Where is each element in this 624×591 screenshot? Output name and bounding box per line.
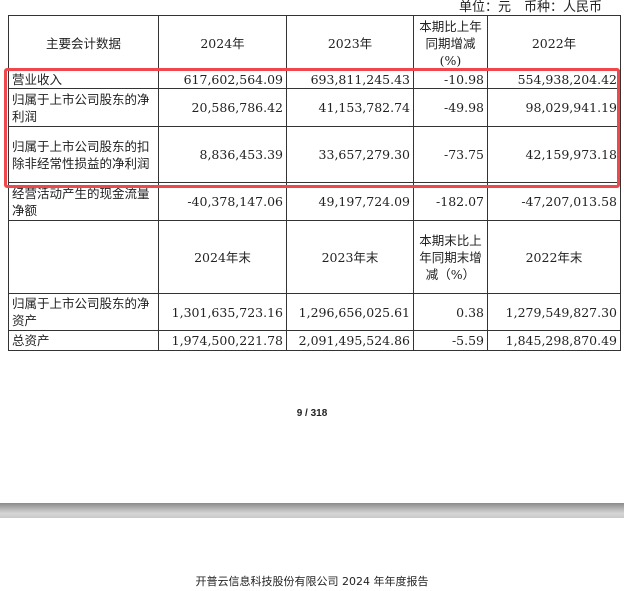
table-row: 总资产 1,974,500,221.78 2,091,495,524.86 -5… <box>8 330 621 351</box>
cell-value: 49,197,724.09 <box>286 182 414 221</box>
highlight-box <box>4 68 620 188</box>
header-cell: 2024年 <box>158 15 287 71</box>
unit-currency-note: 单位：元 币种：人民币 <box>458 0 602 15</box>
row-label: 总资产 <box>8 330 159 351</box>
header-cell: 2023年 <box>286 15 414 71</box>
header-cell: 本期比上年同期增减(%) <box>413 15 488 71</box>
header-cell: 2022年 <box>487 15 621 71</box>
page-separator <box>0 503 624 518</box>
table-row: 经营活动产生的现金流量净额 -40,378,147.06 49,197,724.… <box>8 182 621 221</box>
cell-value: -5.59 <box>413 330 488 351</box>
cell-value: 1,296,656,025.61 <box>286 293 414 331</box>
page-footer: 开普云信息科技股份有限公司 2024 年年度报告 <box>195 575 429 588</box>
row-label: 营业收入 <box>8 70 159 89</box>
cell-value: 0.38 <box>413 293 488 331</box>
cell-value: 554,938,204.42 <box>487 70 621 89</box>
cell-value: 98,029,941.19 <box>487 88 621 127</box>
row-label: 经营活动产生的现金流量净额 <box>8 182 159 221</box>
cell-value: -40,378,147.06 <box>158 182 287 221</box>
row-label: 归属于上市公司股东的净资产 <box>8 293 159 331</box>
table-subheader-row: 2024年末 2023年末 本期末比上年同期末增减（%） 2022年末 <box>8 220 621 294</box>
header-cell: 2023年末 <box>286 220 414 294</box>
cell-value: 1,845,298,870.49 <box>487 330 621 351</box>
page-number: 9 / 318 <box>296 408 328 419</box>
header-cell: 2024年末 <box>158 220 287 294</box>
cell-value: 1,301,635,723.16 <box>158 293 287 331</box>
row-label: 归属于上市公司股东的净利润 <box>8 88 159 127</box>
cell-value: 20,586,786.42 <box>158 88 287 127</box>
table-row: 归属于上市公司股东的扣除非经常性损益的净利润 8,836,453.39 33,6… <box>8 126 621 183</box>
table-header-row: 主要会计数据 2024年 2023年 本期比上年同期增减(%) 2022年 <box>8 15 621 71</box>
table-row: 归属于上市公司股东的净资产 1,301,635,723.16 1,296,656… <box>8 293 621 331</box>
cell-value: 693,811,245.43 <box>286 70 414 89</box>
cell-value: 8,836,453.39 <box>158 126 287 183</box>
cell-value: 42,159,973.18 <box>487 126 621 183</box>
cell-value: 1,974,500,221.78 <box>158 330 287 351</box>
table-row: 归属于上市公司股东的净利润 20,586,786.42 41,153,782.7… <box>8 88 621 127</box>
row-label: 归属于上市公司股东的扣除非经常性损益的净利润 <box>8 126 159 183</box>
cell-value: 1,279,549,827.30 <box>487 293 621 331</box>
cell-value: -182.07 <box>413 182 488 221</box>
header-cell <box>8 220 159 294</box>
key-accounting-data-table: 主要会计数据 2024年 2023年 本期比上年同期增减(%) 2022年 营业… <box>8 15 621 351</box>
header-cell: 本期末比上年同期末增减（%） <box>413 220 488 294</box>
header-cell: 2022年末 <box>487 220 621 294</box>
cell-value: -47,207,013.58 <box>487 182 621 221</box>
cell-value: 2,091,495,524.86 <box>286 330 414 351</box>
header-cell: 主要会计数据 <box>8 15 159 71</box>
